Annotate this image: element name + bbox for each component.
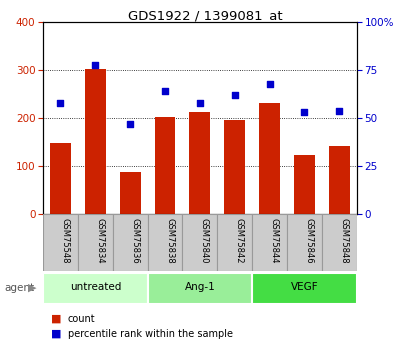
Bar <box>189 112 210 214</box>
Text: ■: ■ <box>51 329 62 338</box>
Bar <box>78 214 112 271</box>
Point <box>231 92 237 98</box>
Bar <box>217 214 252 271</box>
Point <box>126 121 133 127</box>
Text: GSM75844: GSM75844 <box>269 218 278 264</box>
Bar <box>50 143 71 214</box>
Bar <box>224 120 245 214</box>
Text: ■: ■ <box>51 314 62 324</box>
Bar <box>43 214 78 271</box>
Bar <box>182 214 217 271</box>
Bar <box>258 103 279 214</box>
Text: agent: agent <box>4 283 34 293</box>
Text: GSM75842: GSM75842 <box>234 218 243 264</box>
Point <box>265 81 272 87</box>
Bar <box>43 273 147 304</box>
Bar <box>252 273 356 304</box>
Text: GSM75834: GSM75834 <box>95 218 104 264</box>
Bar <box>85 69 106 214</box>
Text: GDS1922 / 1399081_at: GDS1922 / 1399081_at <box>127 9 282 22</box>
Bar <box>154 117 175 214</box>
Bar <box>147 273 252 304</box>
Text: count: count <box>67 314 95 324</box>
Bar <box>286 214 321 271</box>
Bar <box>112 214 147 271</box>
Text: VEGF: VEGF <box>290 283 317 292</box>
Bar <box>321 214 356 271</box>
Point <box>300 110 307 115</box>
Bar <box>252 214 286 271</box>
Point <box>335 108 342 113</box>
Point <box>196 100 202 106</box>
Bar <box>328 146 349 214</box>
Text: Ang-1: Ang-1 <box>184 283 215 292</box>
Bar <box>147 214 182 271</box>
Text: GSM75840: GSM75840 <box>199 218 208 264</box>
Text: untreated: untreated <box>70 283 121 292</box>
Text: GSM75848: GSM75848 <box>338 218 347 264</box>
Text: GSM75548: GSM75548 <box>60 218 69 264</box>
Bar <box>119 172 140 214</box>
Text: GSM75846: GSM75846 <box>303 218 312 264</box>
Text: GSM75838: GSM75838 <box>164 218 173 264</box>
Text: GSM75836: GSM75836 <box>130 218 139 264</box>
Point <box>92 62 98 67</box>
Bar <box>293 155 314 214</box>
Point <box>57 100 63 106</box>
Point <box>161 89 168 94</box>
Text: percentile rank within the sample: percentile rank within the sample <box>67 329 232 338</box>
Text: ▶: ▶ <box>27 283 36 293</box>
